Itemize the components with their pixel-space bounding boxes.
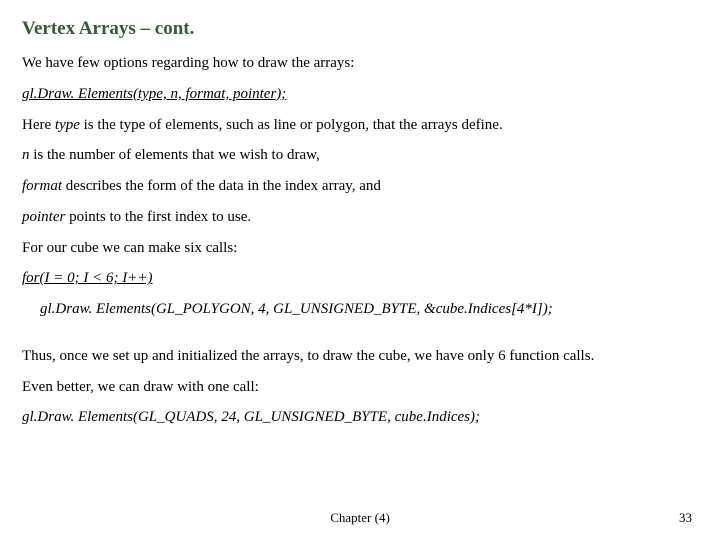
code-line: gl.Draw. Elements(GL_QUADS, 24, GL_UNSIG… [22, 408, 698, 427]
text-line: pointer points to the first index to use… [22, 208, 698, 227]
text-line: n is the number of elements that we wish… [22, 146, 698, 165]
text-line: Thus, once we set up and initialized the… [22, 347, 698, 366]
code-line: gl.Draw. Elements(GL_POLYGON, 4, GL_UNSI… [22, 300, 698, 319]
text-line: Even better, we can draw with one call: [22, 378, 698, 397]
text-line: We have few options regarding how to dra… [22, 54, 698, 73]
text-line: Here type is the type of elements, such … [22, 116, 698, 135]
text-span: Here [22, 117, 55, 133]
text-line: For our cube we can make six calls: [22, 239, 698, 258]
code-span: pointer [22, 209, 65, 225]
slide-title: Vertex Arrays – cont. [22, 18, 698, 40]
code-line: gl.Draw. Elements(type, n, format, point… [22, 85, 698, 104]
footer-chapter: Chapter (4) [0, 510, 720, 526]
footer-page-number: 33 [679, 510, 692, 526]
code-span: n [22, 147, 30, 163]
text-span: is the number of elements that we wish t… [30, 147, 320, 163]
code-span: format [22, 178, 62, 194]
slide: Vertex Arrays – cont. We have few option… [0, 0, 720, 540]
code-span: type [55, 117, 80, 133]
text-span: describes the form of the data in the in… [62, 178, 381, 194]
code-line: for(I = 0; I < 6; I++) [22, 269, 698, 288]
text-span: points to the first index to use. [65, 209, 251, 225]
text-line: format describes the form of the data in… [22, 177, 698, 196]
text-span: is the type of elements, such as line or… [80, 117, 503, 133]
